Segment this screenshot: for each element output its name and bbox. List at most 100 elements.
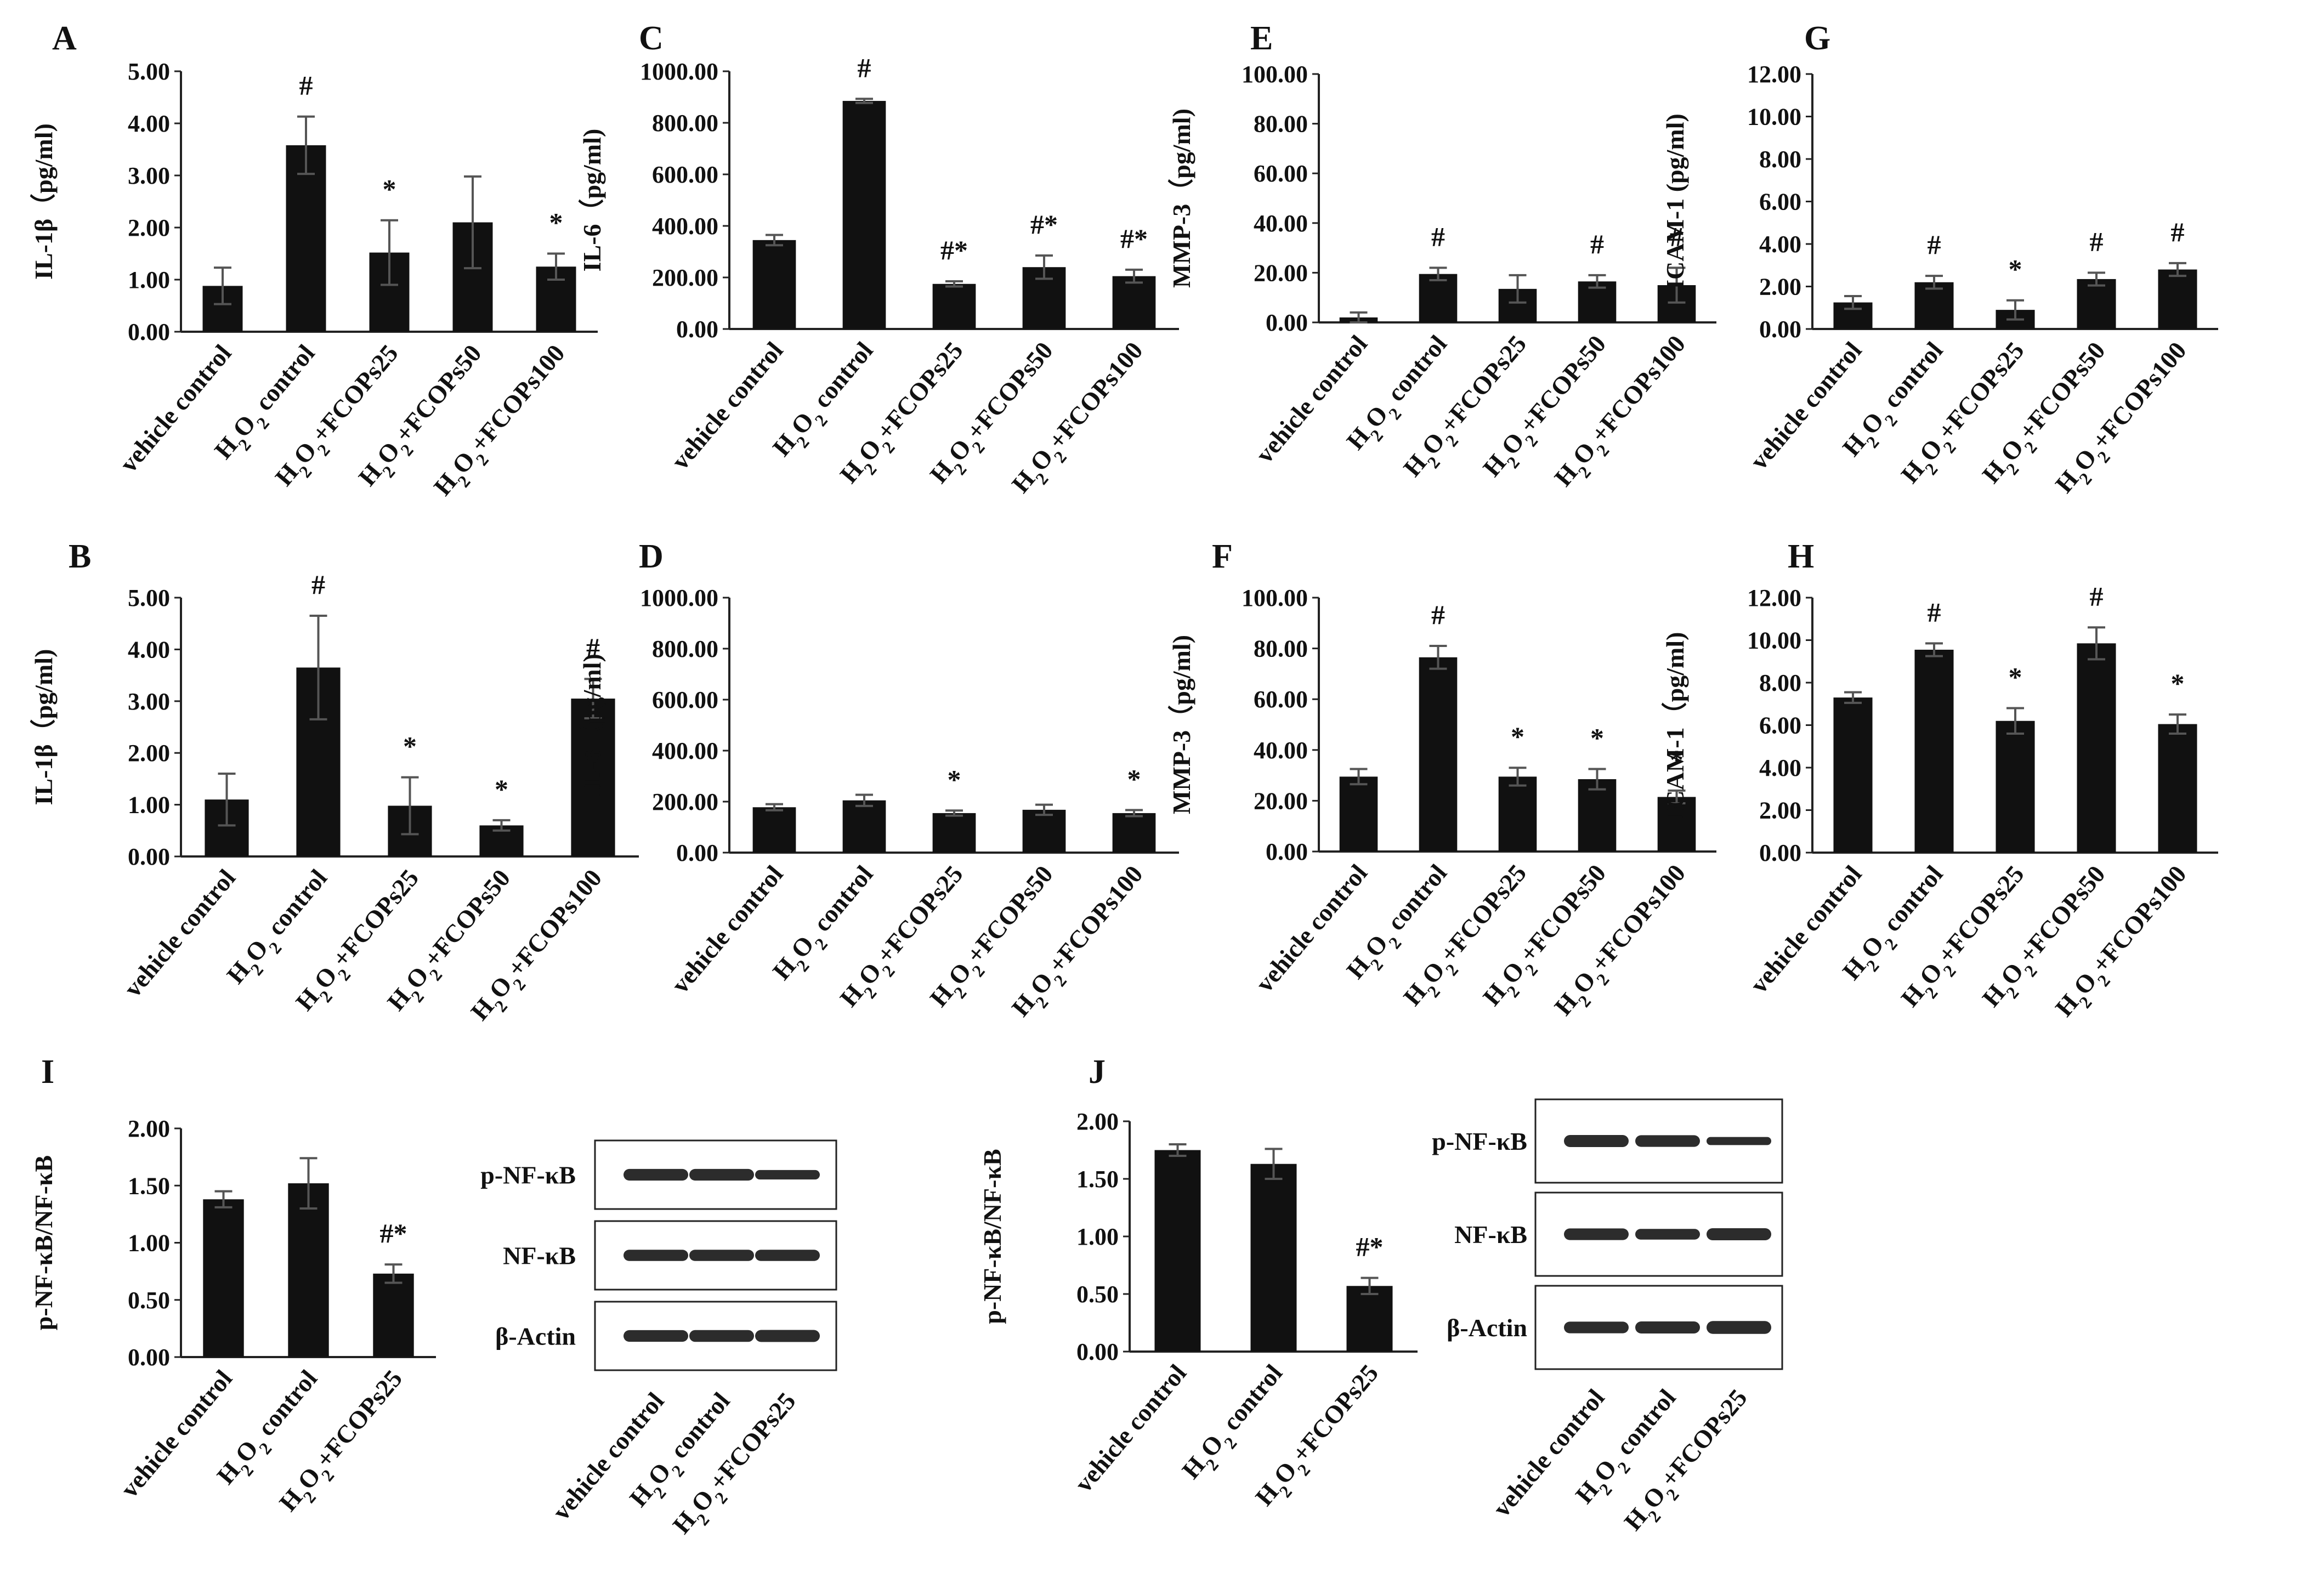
- y-tick-label: 1000.00: [640, 58, 718, 85]
- chart-panel-c: C 0.00 200.00 400.00 600.00 800.00 1000.00 IL-6…: [578, 20, 1179, 498]
- blot-band: [1707, 1228, 1771, 1240]
- blot-band: [1707, 1321, 1771, 1334]
- y-axis-label: MMP-3（pg/ml): [1167, 109, 1195, 288]
- significance-marker: *: [2171, 668, 2185, 699]
- y-tick-label: 4.00: [128, 636, 170, 663]
- bar-g-5: [2158, 269, 2197, 329]
- significance-marker: #: [1431, 221, 1445, 252]
- bar-d-4: [1022, 809, 1066, 853]
- y-tick-label: 0.00: [676, 316, 718, 343]
- significance-marker: #*: [380, 1218, 407, 1248]
- y-tick-label: 1.00: [1076, 1223, 1119, 1250]
- blot-band: [755, 1170, 820, 1180]
- y-tick-label: 0.00: [1076, 1338, 1119, 1365]
- y-tick-label: 2.00: [128, 1115, 170, 1142]
- panel-letter-e: E: [1250, 20, 1273, 57]
- bar-f-5: [1657, 797, 1696, 852]
- y-tick-label: 1.50: [128, 1172, 170, 1199]
- significance-marker: #*: [1030, 209, 1058, 240]
- bar-j-3: [1346, 1286, 1393, 1352]
- significance-marker: *: [1127, 763, 1141, 794]
- y-tick-label: 0.00: [1759, 316, 1801, 343]
- significance-marker: *: [2009, 254, 2022, 285]
- significance-marker: *: [495, 774, 508, 804]
- y-tick-label: 60.00: [1254, 160, 1308, 187]
- bar-a-2: [286, 145, 326, 332]
- blot-row-label: NF-κB: [1454, 1221, 1527, 1248]
- bar-g-2: [1914, 282, 1954, 329]
- y-tick-label: 20.00: [1254, 787, 1308, 814]
- y-tick-label: 5.00: [128, 584, 170, 611]
- bar-e-2: [1419, 274, 1458, 322]
- y-tick-label: 8.00: [1759, 146, 1801, 173]
- bar-h-2: [1914, 649, 1954, 853]
- y-axis-label: ICAM-1 (pg/ml): [1661, 114, 1689, 290]
- blot-band: [755, 1330, 820, 1342]
- y-tick-label: 1.00: [128, 266, 170, 293]
- y-tick-label: 3.00: [128, 688, 170, 715]
- significance-marker: #*: [1120, 223, 1148, 254]
- blot-band: [689, 1250, 754, 1261]
- y-tick-label: 1.50: [1076, 1166, 1119, 1193]
- y-tick-label: 4.00: [1759, 754, 1801, 781]
- panel-letter-c: C: [639, 20, 664, 57]
- blot-band: [1564, 1228, 1629, 1240]
- significance-marker: *: [403, 731, 417, 762]
- y-tick-label: 800.00: [652, 635, 718, 662]
- y-tick-label: 10.00: [1747, 104, 1801, 130]
- y-tick-label: 2.00: [128, 214, 170, 241]
- significance-marker: #: [1928, 597, 1941, 627]
- y-axis-label: p-NF-κB/NF-κB: [978, 1149, 1006, 1324]
- y-tick-label: 10.00: [1747, 627, 1801, 654]
- panel-letter-f: F: [1212, 538, 1233, 575]
- y-tick-label: 0.00: [128, 319, 170, 345]
- y-tick-label: 800.00: [652, 110, 718, 137]
- y-tick-label: 40.00: [1254, 737, 1308, 764]
- panel-letter-g: G: [1804, 20, 1830, 57]
- chart-panel-g: G 0.00 2.00 4.00 6.00 8.00 10.00 12.00 ICAM-1 (p…: [1661, 20, 2218, 498]
- blot-band: [1635, 1229, 1700, 1240]
- chart-panel-f: F 0.00 20.00 40.00 60.00 80.00 100.00 MMP-3（pg/…: [1167, 538, 1716, 1020]
- bar-b-5: [571, 699, 615, 856]
- blot-row-label: p-NF-κB: [480, 1161, 576, 1189]
- y-tick-label: 0.50: [1076, 1281, 1119, 1308]
- y-tick-label: 0.00: [676, 839, 718, 866]
- y-tick-label: 3.00: [128, 162, 170, 189]
- significance-marker: #: [858, 52, 871, 83]
- x-category-label: vehicle control: [1069, 1359, 1192, 1497]
- y-tick-label: 2.00: [128, 740, 170, 767]
- chart-panel-i: I 0.00 0.50 1.00 1.50 2.00 p-NF-κB/NF-κB vehicl…: [30, 1053, 436, 1517]
- blot-band: [1564, 1321, 1629, 1333]
- bar-h-4: [2077, 643, 2116, 853]
- panel-letter-b: B: [69, 538, 91, 575]
- y-tick-label: 600.00: [652, 161, 718, 188]
- y-tick-label: 1.00: [128, 1230, 170, 1257]
- y-tick-label: 12.00: [1747, 584, 1801, 611]
- x-category-label: vehicle control: [666, 860, 788, 998]
- bar-g-4: [2077, 279, 2116, 329]
- y-tick-label: 8.00: [1759, 669, 1801, 696]
- y-tick-label: 40.00: [1254, 210, 1308, 237]
- y-tick-label: 6.00: [1759, 189, 1801, 215]
- chart-panel-a: A 0.00 1.00 2.00 3.00 4.00 5.00 IL-1β（pg/ml) veh…: [30, 20, 598, 501]
- y-axis-label: p-NF-κB/NF-κB: [30, 1155, 58, 1330]
- panel-letter-j: J: [1089, 1053, 1106, 1091]
- x-category-label: vehicle control: [1744, 337, 1867, 475]
- significance-marker: #: [1590, 229, 1604, 259]
- panel-letter-i: I: [41, 1053, 54, 1091]
- y-tick-label: 2.00: [1759, 274, 1801, 300]
- y-axis-label: IL-6（pg/ml): [578, 654, 606, 797]
- significance-marker: #: [2090, 226, 2104, 257]
- blot-band: [1635, 1135, 1700, 1147]
- significance-marker: *: [1670, 744, 1684, 775]
- y-tick-label: 200.00: [652, 264, 718, 291]
- y-tick-label: 0.00: [1266, 838, 1308, 865]
- y-tick-label: 100.00: [1242, 61, 1308, 88]
- panel-letter-a: A: [52, 20, 77, 57]
- x-category-label: vehicle control: [114, 339, 236, 478]
- bar-d-2: [842, 800, 886, 853]
- significance-marker: #: [299, 70, 313, 101]
- bar-f-4: [1578, 779, 1617, 852]
- y-axis-label: IL-6（pg/ml): [578, 129, 606, 272]
